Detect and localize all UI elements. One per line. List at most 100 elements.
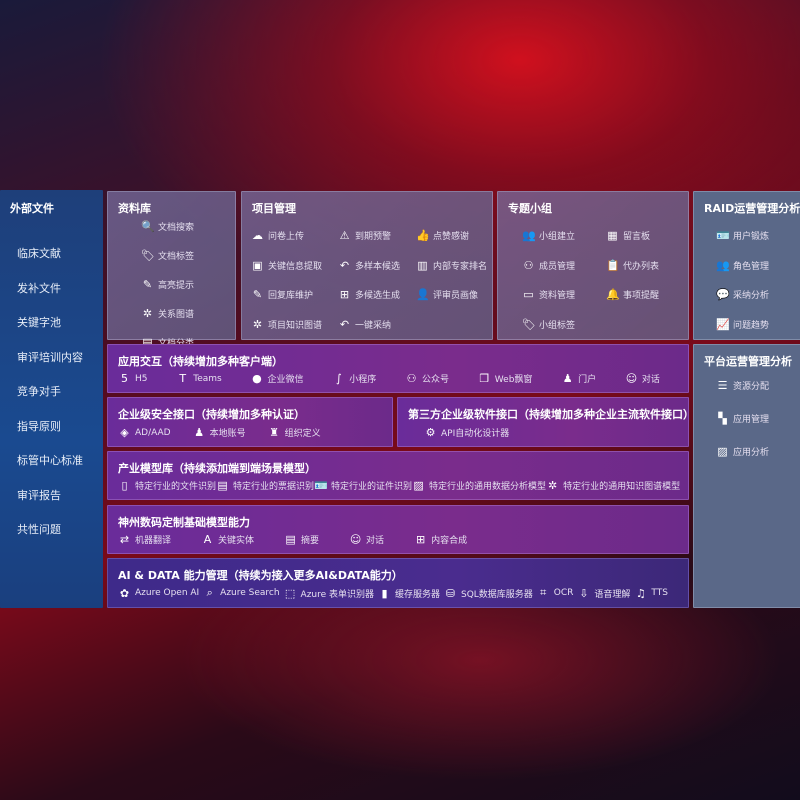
feature-label: 本地账号	[209, 429, 246, 439]
feature-item[interactable]: ⇄ 机器翻译	[118, 533, 171, 546]
feature-item[interactable]: ⚇ 公众号	[405, 372, 449, 385]
portal-icon: ♟	[562, 372, 573, 385]
html5-icon: 5	[121, 372, 128, 385]
feature-item[interactable]: ⚠ 到期预警	[338, 229, 391, 242]
feature-item[interactable]: ✲ 项目知识图谱	[251, 318, 322, 331]
feature-item[interactable]: ▤ 特定行业的票据识别	[216, 479, 314, 492]
feature-item[interactable]: ▭ 资料管理	[522, 288, 575, 301]
feature-item[interactable]: ♫ TTS	[634, 587, 668, 600]
feature-item[interactable]: ⊞ 内容合成	[414, 533, 467, 546]
feature-label: Teams	[193, 373, 222, 384]
feature-item[interactable]: 👤 评审员画像	[416, 288, 478, 301]
feature-label: 组织定义	[284, 429, 321, 439]
feature-label: 公众号	[422, 375, 450, 385]
feature-item[interactable]: ● 企业微信	[250, 372, 303, 385]
feature-item[interactable]: 🏷 文档标签	[141, 249, 194, 262]
panel-title: 产业模型库（持续添加端到端场景模型）	[118, 462, 316, 475]
external-file-item[interactable]: 审评培训内容	[17, 350, 83, 364]
external-file-item[interactable]: 竞争对手	[17, 385, 61, 398]
feature-item[interactable]: 📋 代办列表	[606, 259, 659, 272]
feature-label: 小组建立	[539, 232, 576, 242]
feature-item[interactable]: ▣ 关键信息提取	[251, 259, 322, 272]
feature-item[interactable]: ♟ 门户	[561, 372, 596, 385]
feature-item[interactable]: ↶ 一键采纳	[338, 318, 391, 331]
external-file-item[interactable]: 临床文献	[17, 247, 61, 260]
feature-item[interactable]: 📈 问题趋势	[716, 318, 769, 331]
feature-item[interactable]: 🪪 特定行业的证件识别	[314, 479, 412, 492]
feature-item[interactable]: ▨ 应用分析	[716, 445, 769, 458]
feature-item[interactable]: ↶ 多样本候选	[338, 259, 400, 272]
feature-item[interactable]: ✲ 关系图谱	[141, 307, 194, 320]
panel-title: AI & DATA 能力管理（持续为接入更多AI&DATA能力）	[118, 569, 403, 582]
feature-label: TTS	[651, 588, 668, 598]
feature-item[interactable]: ♜ 组织定义	[268, 426, 321, 439]
feature-item[interactable]: ▦ 留言板	[606, 229, 650, 242]
list-check-icon: ☰	[717, 379, 728, 392]
feature-item[interactable]: ☰ 资源分配	[716, 379, 769, 392]
feature-label: 用户锻炼	[733, 232, 770, 242]
external-file-item[interactable]: 审评报告	[17, 488, 61, 502]
third-party-interface-bar: 第三方企业级软件接口（持续增加多种企业主流软件接口） ⚙ API自动化设计器	[397, 397, 694, 447]
entity-icon: A	[203, 533, 212, 546]
feature-item[interactable]: ▨ 特定行业的通用数据分析模型	[412, 479, 546, 492]
feature-item[interactable]: 👍 点赞感谢	[416, 229, 469, 242]
feature-item[interactable]: 🔍 文档搜索	[141, 220, 194, 233]
feature-item[interactable]: ⌗ OCR	[537, 586, 573, 600]
feature-item[interactable]: ✿ Azure Open AI	[118, 587, 199, 600]
feature-item[interactable]: 🔔 事项提醒	[606, 288, 659, 301]
external-file-item[interactable]: 标管中心标准	[17, 454, 83, 467]
feature-label: 事项提醒	[623, 291, 660, 301]
puzzle-icon: ⊞	[339, 288, 350, 301]
feature-item[interactable]: ☺ 对话	[349, 533, 384, 546]
feature-item[interactable]: ♟ 本地账号	[193, 426, 246, 439]
feature-item[interactable]: ⬚ Azure 表单识别器	[284, 586, 375, 600]
feature-item[interactable]: ✎ 高亮提示	[141, 278, 194, 291]
feature-label: 对话	[366, 536, 385, 546]
feature-item[interactable]: ▤ 摘要	[284, 533, 319, 546]
feature-item[interactable]: ▮ 缓存服务器	[378, 587, 440, 600]
feature-label: 代办列表	[623, 261, 660, 272]
feature-item[interactable]: ▚ 应用管理	[716, 412, 769, 425]
feature-label: 内部专家排名	[433, 261, 488, 272]
feature-item[interactable]: ✲ 特定行业的通用知识图谱模型	[546, 479, 680, 492]
feature-item[interactable]: 5 H5	[118, 372, 148, 385]
external-file-item[interactable]: 共性问题	[17, 523, 61, 536]
feature-item[interactable]: ⇩ 语音理解	[577, 587, 630, 600]
feature-item[interactable]: A 关键实体	[201, 533, 254, 546]
feature-item[interactable]: ▯ 特定行业的文件识别	[118, 479, 216, 492]
feature-label: Azure Open AI	[135, 588, 200, 598]
feature-item[interactable]: ✎ 回复库维护	[251, 288, 313, 301]
feature-label: Azure 表单识别器	[300, 589, 375, 600]
feature-item[interactable]: ∫ 小程序	[332, 372, 376, 385]
image-icon: ▨	[413, 479, 424, 492]
feature-item[interactable]: ☺ 对话	[625, 372, 660, 385]
feature-item[interactable]: ▥ 内部专家排名	[416, 259, 487, 272]
feature-item[interactable]: 💬 采纳分析	[716, 288, 769, 301]
feature-item[interactable]: ⌕ Azure Search	[203, 586, 280, 600]
feature-label: 对话	[641, 375, 660, 385]
feature-item[interactable]: ❐ Web飘窗	[478, 372, 532, 385]
feature-item[interactable]: 👥 角色管理	[716, 259, 769, 272]
mini-program-icon: ∫	[335, 372, 342, 385]
feature-item[interactable]: ☁ 问卷上传	[251, 229, 304, 242]
feature-item[interactable]: ⊞ 多候选生成	[338, 288, 400, 301]
org-icon: ♜	[269, 426, 280, 439]
feature-item[interactable]: ◈ AD/AAD	[118, 426, 170, 439]
feature-item[interactable]: 🪪 用户锻炼	[716, 229, 769, 242]
feature-item[interactable]: ⚇ 成员管理	[522, 259, 575, 272]
feature-label: 项目知识图谱	[268, 320, 323, 331]
feature-item[interactable]: ⛁ SQL数据库服务器	[444, 587, 533, 600]
id-card-icon: 🪪	[314, 479, 328, 492]
graph-icon: ✲	[252, 317, 263, 331]
feature-label: 小程序	[349, 375, 377, 385]
feature-item[interactable]: 🏷 小组标签	[522, 318, 575, 331]
feature-item[interactable]: ⚙ API自动化设计器	[424, 426, 510, 439]
external-file-item[interactable]: 指导原则	[17, 419, 61, 433]
feature-item[interactable]: T Teams	[176, 372, 221, 385]
external-file-item[interactable]: 发补文件	[17, 281, 61, 295]
external-file-item[interactable]: 关键字池	[17, 316, 61, 329]
feature-item[interactable]: 👥 小组建立	[522, 229, 575, 242]
user-add-icon: ⚇	[523, 258, 534, 272]
form-recognizer-icon: ⬚	[284, 586, 296, 600]
topic-group-panel: 专题小组 👥 小组建立 ▦ 留言板 ⚇ 成员管理 📋 代办列表 ▭ 资料管理 🔔 事项提醒 🏷 小组标签	[497, 191, 689, 340]
